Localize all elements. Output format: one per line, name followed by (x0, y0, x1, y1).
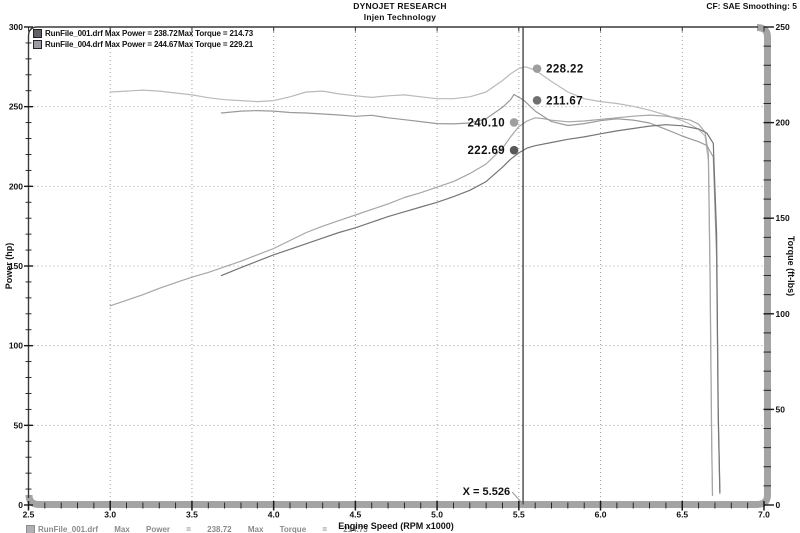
app-title: DYNOJET RESEARCH (353, 1, 447, 11)
legend-001-power-label: RunFile_001.drf Max Power = 238.72 (45, 29, 178, 38)
left-tick-label: 50 (14, 420, 24, 430)
left-tick-label: 150 (9, 261, 23, 271)
x-tick-label: 5.5 (513, 510, 525, 520)
x-tick-label: 6.0 (595, 510, 607, 520)
x-tick-label: 3.0 (104, 510, 116, 520)
curve-runfile-001-drf-torque (220, 93, 721, 495)
right-tick-label: 200 (776, 118, 790, 128)
cursor-marker-dot (509, 145, 519, 155)
cursor-readout-label: 222.69 (467, 145, 505, 157)
right-tick-label: 250 (776, 22, 790, 32)
left-tick-label: 0 (18, 500, 23, 510)
correction-smoothing-label: CF: SAE Smoothing: 5 (706, 1, 797, 11)
legend-row-runfile-001[interactable]: RunFile_001.drf Max Power = 238.72 Max T… (33, 28, 253, 39)
x-tick-label: 7.0 (758, 510, 770, 520)
cursor-marker-dot (532, 64, 542, 73)
right-tick-label: 150 (776, 213, 790, 223)
cursor-marker-dot (509, 118, 519, 127)
runfile-001-swatch-icon (33, 29, 42, 38)
cursor-readout-label: 211.67 (546, 95, 583, 107)
legend-row-runfile-004[interactable]: RunFile_004.drf Max Power = 244.67 Max T… (33, 39, 253, 50)
curve-runfile-004-drf-power (109, 114, 714, 496)
right-tick-label: 100 (776, 309, 790, 319)
x-tick-label: 3.5 (186, 510, 198, 520)
legend: RunFile_001.drf Max Power = 238.72 Max T… (33, 28, 253, 50)
x-tick-label: 2.5 (23, 510, 35, 520)
cursor-marker-dot (532, 95, 542, 105)
curve-runfile-001-drf-power (220, 124, 721, 493)
left-tick-label: 200 (9, 181, 23, 191)
graph-subtitle: Injen Technology (363, 12, 437, 22)
runfile-004-swatch-icon (33, 40, 42, 49)
x-tick-label: 6.5 (676, 510, 688, 520)
curve-runfile-004-drf-torque (109, 66, 714, 496)
cursor-readout-label: 240.10 (467, 117, 505, 129)
chart-header: DYNOJET RESEARCH Injen Technology (0, 1, 800, 23)
left-tick-label: 250 (9, 102, 23, 112)
right-axis-title: Torque (ft-lbs) (786, 235, 796, 297)
clipped-row-text: RunFile_001.drf Max Power = 238.72 Max T… (38, 524, 368, 533)
legend-001-torque-label: Max Torque = 214.73 (178, 29, 254, 38)
cursor-x-label: X = 5.526 (463, 486, 510, 498)
cursor-pointer-line (511, 491, 523, 504)
left-tick-label: 100 (9, 341, 23, 351)
legend-004-power-label: RunFile_004.drf Max Power = 244.67 (45, 40, 178, 49)
cursor-readout-label: 228.22 (546, 64, 584, 76)
x-tick-label: 4.5 (349, 510, 361, 520)
legend-004-torque-label: Max Torque = 229.21 (178, 40, 254, 49)
plot-frame-line (27, 26, 758, 498)
right-tick-label: 0 (776, 500, 781, 510)
left-tick-label: 300 (9, 22, 23, 32)
clipped-legend-row: RunFile_001.drf Max Power = 238.72 Max T… (26, 524, 368, 533)
x-tick-label: 4.0 (268, 510, 280, 520)
x-axis-title: Engine Speed (RPM x1000) (338, 521, 454, 531)
plot-frame-gray-band (25, 24, 771, 508)
x-tick-label: 5.0 (431, 510, 443, 520)
right-tick-label: 50 (776, 404, 786, 414)
clipped-row-swatch-icon (26, 524, 35, 533)
left-axis-title: Power (hp) (4, 242, 14, 290)
